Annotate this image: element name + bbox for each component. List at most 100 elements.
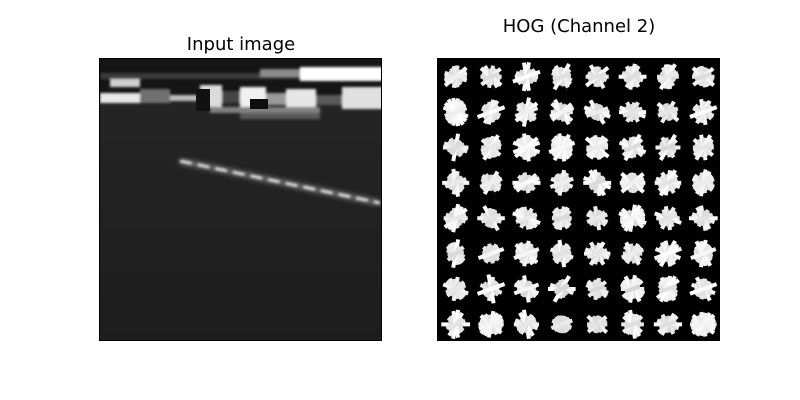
hog-cell bbox=[513, 240, 540, 267]
hog-stroke bbox=[620, 247, 645, 260]
hog-cell bbox=[691, 65, 716, 88]
hog-cell bbox=[549, 169, 574, 196]
hog-cell bbox=[586, 314, 609, 334]
hog-cell bbox=[442, 133, 469, 162]
hog-stroke bbox=[552, 248, 572, 259]
hog-cell bbox=[618, 63, 647, 90]
input-image bbox=[100, 59, 381, 340]
hog-stroke bbox=[589, 284, 606, 294]
hog-cell bbox=[512, 206, 541, 230]
hog-stroke bbox=[445, 283, 467, 295]
hog-cell bbox=[513, 309, 539, 340]
hog-cell bbox=[549, 239, 574, 268]
hog-cell bbox=[620, 241, 645, 266]
hog-cell bbox=[478, 310, 504, 338]
hog-cell bbox=[584, 134, 610, 160]
hog-cell bbox=[513, 275, 540, 303]
hog-cell bbox=[477, 205, 505, 232]
hog-cell bbox=[586, 205, 609, 231]
hog-stroke bbox=[689, 282, 718, 296]
hog-cell bbox=[479, 65, 503, 89]
hog-cell bbox=[585, 277, 609, 301]
hog-stroke bbox=[690, 247, 717, 260]
hog-stroke bbox=[513, 282, 540, 296]
hog-cell bbox=[653, 312, 683, 336]
hog-stroke bbox=[476, 282, 506, 296]
hog-stroke bbox=[619, 211, 646, 225]
hog-cell bbox=[549, 98, 575, 126]
hog-cell bbox=[688, 205, 718, 232]
hog-cell bbox=[476, 99, 506, 125]
hog-cell bbox=[654, 169, 682, 197]
hog-cell bbox=[621, 309, 644, 339]
hog-cell bbox=[583, 99, 611, 125]
hog-cell bbox=[582, 169, 612, 197]
hog-stroke bbox=[476, 105, 506, 119]
hog-stroke bbox=[478, 317, 504, 331]
hog-stroke bbox=[549, 105, 575, 119]
hog-stroke bbox=[550, 318, 573, 331]
hog-cell bbox=[551, 63, 573, 91]
hog-stroke bbox=[477, 247, 505, 261]
hog-cell bbox=[479, 170, 503, 196]
hog-stroke bbox=[659, 142, 677, 153]
hog-stroke bbox=[444, 177, 467, 189]
hog-stroke bbox=[553, 213, 571, 223]
hog-visualization bbox=[441, 62, 718, 340]
hog-cell bbox=[445, 239, 466, 269]
hog-cell bbox=[512, 133, 541, 162]
hog-stroke bbox=[480, 212, 502, 224]
hog-stroke bbox=[658, 283, 678, 295]
hog-cell bbox=[477, 243, 505, 264]
hog-cell bbox=[690, 239, 717, 268]
hog-cell bbox=[619, 274, 646, 303]
hog-cell bbox=[551, 206, 572, 231]
hog-stroke bbox=[515, 212, 538, 224]
hog-stroke bbox=[444, 212, 467, 224]
hog-stroke bbox=[515, 318, 537, 330]
hog-stroke bbox=[658, 212, 678, 224]
hog-cell bbox=[618, 204, 647, 232]
hog-stroke bbox=[482, 71, 501, 82]
hog-stroke bbox=[512, 140, 541, 155]
hog-title: HOG (Channel 2) bbox=[502, 16, 656, 37]
hog-cell bbox=[441, 309, 471, 340]
hog-stroke bbox=[446, 142, 465, 153]
hog-stroke bbox=[622, 106, 643, 118]
hog-cell bbox=[547, 275, 576, 303]
hog-cell bbox=[442, 168, 470, 197]
hog-stroke bbox=[623, 319, 642, 330]
hog-stroke bbox=[693, 212, 714, 224]
hog-stroke bbox=[585, 106, 609, 118]
hog-cell bbox=[585, 64, 610, 90]
hog-stroke bbox=[549, 176, 574, 189]
hog-cell bbox=[443, 65, 468, 89]
hog-cell bbox=[655, 275, 680, 303]
hog-stroke bbox=[657, 106, 679, 118]
hog-cell bbox=[512, 62, 541, 92]
hog-cell bbox=[514, 97, 539, 127]
hog-stroke bbox=[480, 141, 502, 153]
hog-stroke bbox=[588, 177, 607, 188]
hog-stroke bbox=[690, 318, 717, 331]
hog-cell bbox=[583, 241, 611, 266]
hog-cell bbox=[619, 171, 646, 194]
hog-stroke bbox=[587, 319, 608, 330]
hog-stroke bbox=[623, 71, 642, 82]
hog-stroke bbox=[479, 176, 503, 189]
hog-cell bbox=[653, 205, 682, 231]
hog-stroke bbox=[586, 248, 608, 260]
hog-cell bbox=[689, 276, 718, 302]
input-image-title: Input image bbox=[186, 34, 296, 55]
hog-stroke bbox=[512, 176, 540, 190]
hog-cell bbox=[691, 169, 715, 197]
hog-stroke bbox=[694, 71, 713, 82]
hog-stroke bbox=[512, 69, 541, 84]
hog-stroke bbox=[586, 212, 608, 224]
hog-stroke bbox=[553, 284, 570, 294]
hog-stroke bbox=[447, 248, 465, 259]
hog-stroke bbox=[620, 176, 645, 189]
hog-cell bbox=[690, 311, 717, 337]
hog-stroke bbox=[689, 105, 718, 119]
hog-stroke bbox=[514, 106, 539, 118]
